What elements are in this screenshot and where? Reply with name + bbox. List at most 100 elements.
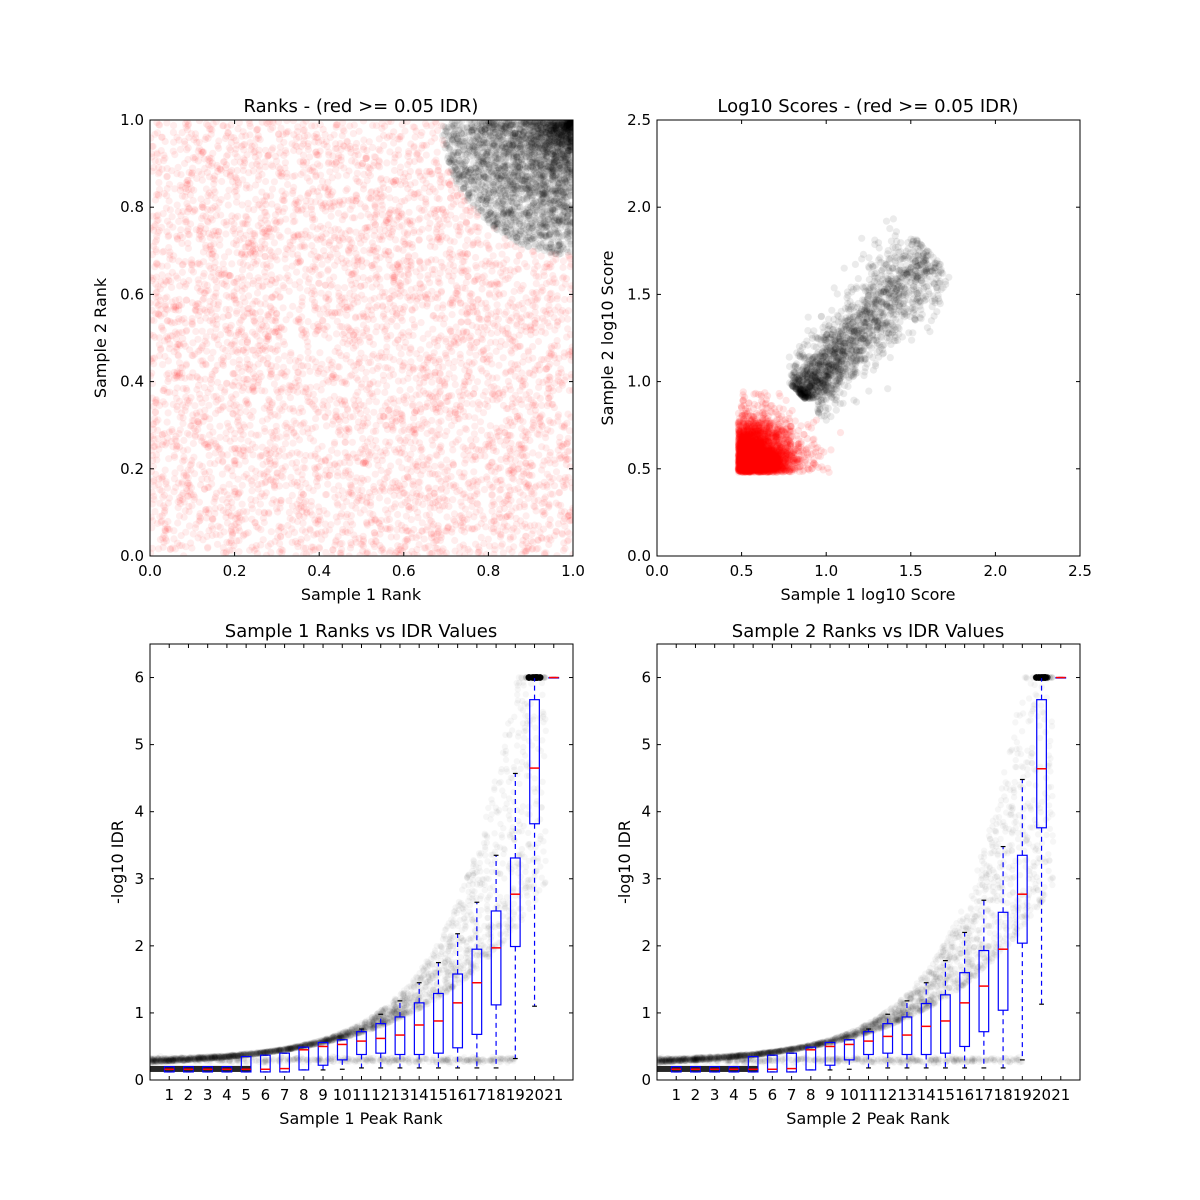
scatter-point	[155, 300, 163, 308]
scatter-point	[366, 249, 374, 257]
scatter-point	[508, 349, 516, 357]
scatter-point	[258, 283, 266, 291]
scatter-point	[160, 310, 169, 318]
scatter-point	[459, 541, 467, 549]
scatter-point	[393, 244, 401, 253]
scatter-point	[231, 150, 239, 158]
scatter-point	[482, 440, 490, 448]
scatter-point	[238, 201, 246, 209]
scatter-point	[434, 290, 442, 298]
scatter-point	[559, 257, 567, 265]
scatter-point	[369, 340, 377, 348]
scatter-point	[336, 395, 344, 403]
scatter-point	[392, 448, 400, 456]
scatter-point	[341, 294, 349, 302]
scatter-point	[184, 122, 192, 130]
scatter-point	[185, 231, 193, 239]
scatter-point	[388, 287, 396, 295]
scatter-point	[299, 464, 307, 472]
scatter-point	[525, 542, 533, 550]
scatter-point	[165, 276, 173, 284]
scatter-point	[233, 278, 241, 286]
scatter-point	[209, 316, 217, 324]
scatter-point	[564, 434, 572, 442]
scatter-point	[291, 217, 299, 225]
scatter-point	[267, 528, 275, 536]
scatter-point	[434, 166, 442, 174]
scatter-point	[266, 344, 274, 352]
scatter-point	[348, 157, 356, 165]
scatter-point	[403, 537, 411, 545]
scatter-point	[336, 549, 344, 556]
scatter-point	[446, 261, 454, 269]
scatter-point	[461, 197, 469, 205]
scatter-point	[448, 347, 456, 355]
scatter-point	[361, 281, 369, 289]
scatter-point	[282, 250, 290, 259]
scatter-point	[383, 322, 391, 330]
scatter-point	[188, 185, 196, 193]
scatter-point	[404, 263, 412, 271]
scatter-point	[465, 511, 473, 519]
scatter-point	[307, 205, 316, 214]
scatter-point	[433, 452, 441, 460]
scatter-point	[273, 373, 281, 381]
scatter-point	[173, 384, 181, 392]
scatter-point	[222, 346, 230, 354]
scatter-point	[316, 516, 324, 524]
scatter-point	[184, 244, 192, 252]
scatter-point	[445, 272, 453, 280]
scatter-point	[483, 473, 491, 481]
red-points	[150, 120, 573, 556]
scatter-point	[508, 403, 516, 411]
scatter-point	[260, 424, 269, 433]
scatter-point	[214, 456, 222, 464]
scatter-point	[472, 436, 480, 444]
scatter-point	[203, 475, 211, 483]
scatter-point	[198, 176, 206, 184]
scatter-point	[503, 241, 511, 249]
scatter-point	[249, 387, 258, 396]
scatter-point	[321, 456, 329, 464]
scatter-point	[252, 195, 260, 203]
scatter-point	[484, 443, 492, 451]
scatter-point	[397, 350, 405, 358]
scatter-point	[546, 451, 554, 459]
scatter-point	[322, 294, 330, 302]
scatter-point	[306, 508, 314, 516]
scatter-point	[470, 492, 479, 500]
scatter-point	[267, 549, 275, 556]
scatter-point	[343, 351, 351, 360]
scatter-point	[165, 388, 174, 396]
scatter-point	[498, 325, 507, 333]
scatter-point	[516, 416, 524, 424]
scatter-point	[205, 505, 213, 513]
scatter-point	[409, 366, 417, 374]
scatter-point	[188, 171, 196, 179]
scatter-point	[498, 250, 506, 258]
scatter-point	[359, 145, 368, 153]
scatter-point	[294, 357, 303, 365]
scatter-point	[442, 351, 450, 359]
scatter-point	[458, 308, 466, 316]
ranks-scatter-plot-area	[150, 120, 573, 556]
scatter-point	[350, 292, 358, 300]
scatter-point	[188, 315, 196, 323]
scatter-point	[549, 278, 557, 287]
scatter-point	[262, 551, 271, 556]
scatter-point	[459, 443, 467, 451]
scatter-point	[460, 544, 468, 553]
scatter-point	[366, 165, 374, 173]
scatter-point	[422, 544, 430, 552]
scatter-point	[264, 312, 272, 320]
scatter-point	[187, 220, 195, 228]
scatter-point	[372, 274, 380, 282]
scatter-point	[185, 522, 193, 530]
scatter-point	[193, 300, 202, 308]
scatter-point	[254, 134, 262, 142]
scatter-point	[390, 273, 398, 281]
scatter-point	[334, 363, 342, 371]
scatter-point	[528, 490, 536, 498]
scatter-point	[323, 322, 331, 331]
scatter-point	[280, 284, 288, 292]
